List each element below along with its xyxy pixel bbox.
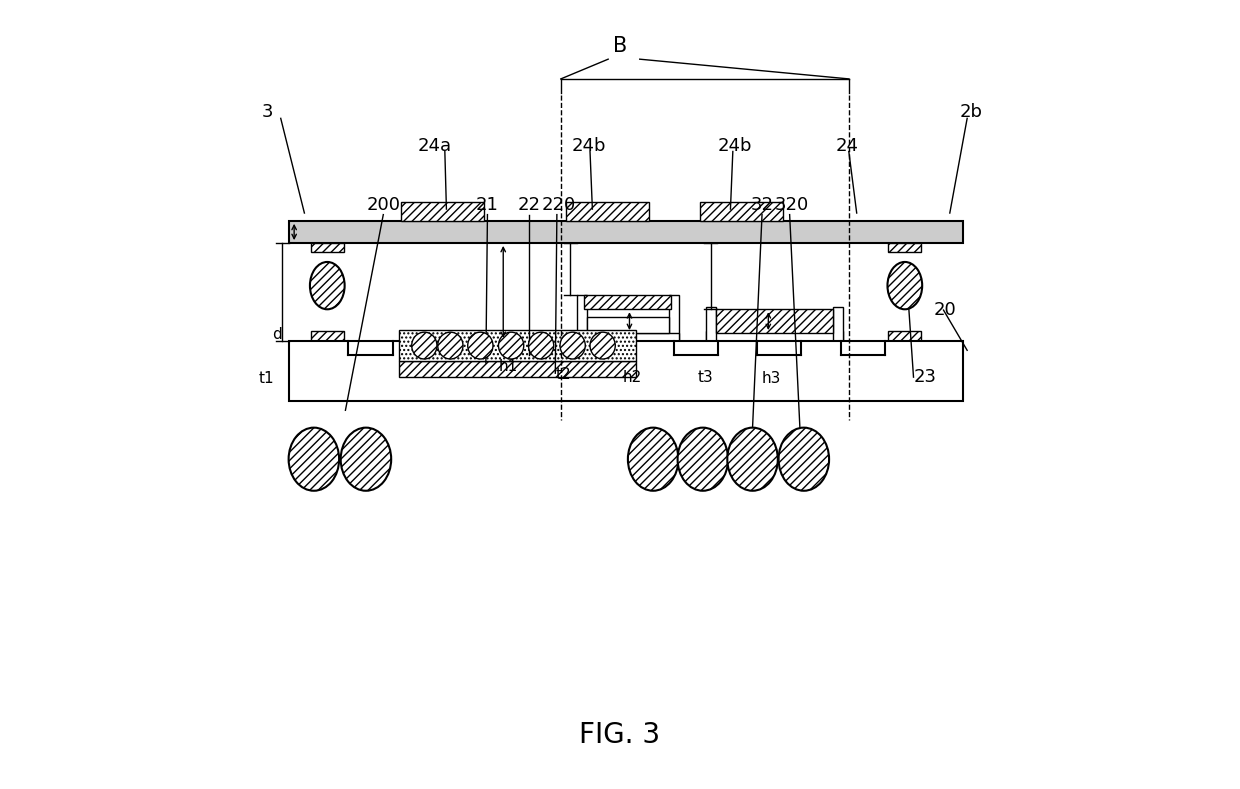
Ellipse shape [341, 428, 391, 491]
Text: 21: 21 [476, 196, 498, 214]
Bar [706, 307, 717, 341]
Bar [587, 317, 668, 333]
Text: FIG. 3: FIG. 3 [579, 721, 661, 750]
Bar [584, 295, 671, 309]
Text: t3: t3 [697, 369, 713, 385]
Text: t2: t2 [556, 367, 570, 383]
Text: 24b: 24b [717, 137, 751, 155]
Text: 20: 20 [934, 301, 956, 319]
Bar [567, 202, 650, 221]
Text: 24b: 24b [572, 137, 605, 155]
Text: 200: 200 [366, 196, 401, 214]
Bar [717, 309, 833, 333]
Bar [706, 331, 843, 341]
Ellipse shape [728, 428, 777, 491]
Ellipse shape [310, 262, 345, 309]
Text: 24: 24 [836, 137, 859, 155]
Text: h1: h1 [498, 359, 517, 375]
Text: 24a: 24a [418, 137, 451, 155]
Text: 320: 320 [775, 196, 810, 214]
Ellipse shape [528, 332, 554, 359]
Bar [401, 202, 484, 221]
Bar [399, 330, 636, 361]
Bar [289, 221, 963, 243]
Text: 220: 220 [542, 196, 575, 214]
Bar [668, 295, 680, 341]
Bar [577, 295, 587, 341]
Ellipse shape [627, 428, 678, 491]
Text: 2b: 2b [960, 103, 982, 121]
Bar [888, 243, 921, 252]
Ellipse shape [560, 332, 585, 359]
Bar [311, 243, 343, 252]
Text: 23: 23 [914, 368, 936, 386]
Text: 32: 32 [750, 196, 774, 214]
Bar [888, 331, 921, 341]
Ellipse shape [498, 332, 523, 359]
Ellipse shape [677, 428, 728, 491]
Ellipse shape [888, 262, 923, 309]
Bar [577, 333, 680, 341]
Bar [833, 307, 843, 341]
Ellipse shape [590, 332, 615, 359]
Text: t1: t1 [259, 371, 274, 387]
Bar [311, 331, 343, 341]
Text: 22: 22 [518, 196, 541, 214]
Bar [399, 361, 636, 377]
Ellipse shape [412, 332, 436, 359]
Text: h3: h3 [761, 371, 781, 387]
Text: d: d [272, 327, 281, 342]
Text: 3: 3 [262, 103, 273, 121]
Text: B: B [613, 36, 627, 56]
Text: h2: h2 [622, 369, 642, 385]
Ellipse shape [467, 332, 494, 359]
Bar [701, 202, 784, 221]
Bar [289, 341, 963, 401]
Ellipse shape [438, 332, 463, 359]
Ellipse shape [779, 428, 830, 491]
Ellipse shape [289, 428, 339, 491]
